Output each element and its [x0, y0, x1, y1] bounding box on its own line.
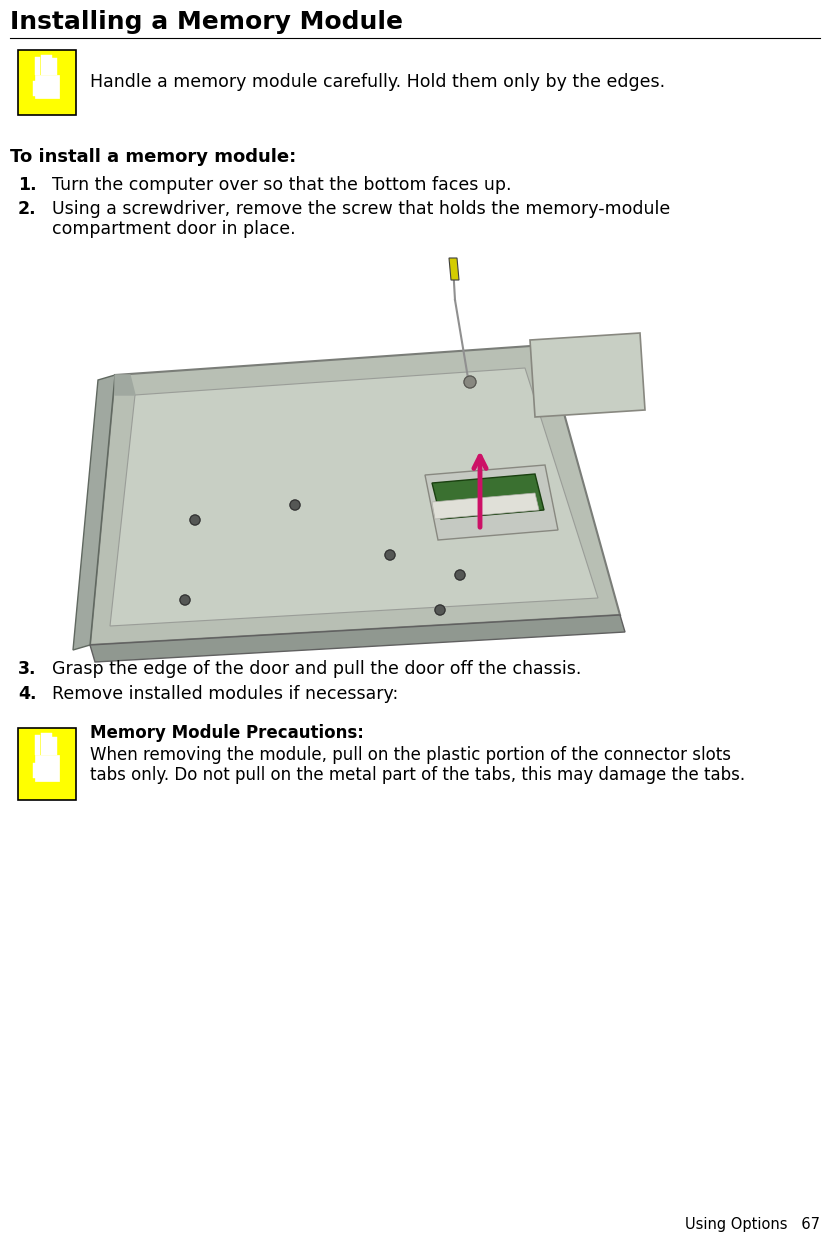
Polygon shape [90, 345, 620, 644]
Circle shape [385, 550, 395, 560]
Text: tabs only. Do not pull on the metal part of the tabs, this may damage the tabs.: tabs only. Do not pull on the metal part… [90, 766, 745, 784]
Circle shape [464, 376, 476, 388]
Polygon shape [73, 375, 115, 649]
Polygon shape [432, 475, 544, 520]
Text: 4.: 4. [18, 684, 37, 703]
Text: 2.: 2. [18, 200, 37, 219]
Text: 3.: 3. [18, 659, 37, 678]
Polygon shape [110, 368, 598, 626]
Polygon shape [425, 465, 558, 540]
Polygon shape [41, 733, 46, 756]
Circle shape [190, 515, 200, 525]
Text: To install a memory module:: To install a memory module: [10, 147, 296, 166]
Polygon shape [35, 756, 59, 782]
Polygon shape [47, 733, 52, 756]
Circle shape [455, 570, 465, 580]
Text: Using a screwdriver, remove the screw that holds the memory-module: Using a screwdriver, remove the screw th… [52, 200, 671, 219]
Polygon shape [41, 55, 46, 75]
Text: Memory Module Precautions:: Memory Module Precautions: [90, 724, 364, 742]
Text: Installing a Memory Module: Installing a Memory Module [10, 10, 403, 34]
Text: compartment door in place.: compartment door in place. [52, 220, 296, 239]
Polygon shape [35, 56, 40, 75]
Text: Using Options   67: Using Options 67 [685, 1217, 820, 1232]
Text: Remove installed modules if necessary:: Remove installed modules if necessary: [52, 684, 398, 703]
Text: Handle a memory module carefully. Hold them only by the edges.: Handle a memory module carefully. Hold t… [90, 72, 665, 91]
Circle shape [180, 595, 190, 605]
Text: When removing the module, pull on the plastic portion of the connector slots: When removing the module, pull on the pl… [90, 746, 731, 764]
Polygon shape [35, 75, 59, 99]
Polygon shape [35, 736, 40, 756]
Text: Grasp the edge of the door and pull the door off the chassis.: Grasp the edge of the door and pull the … [52, 659, 581, 678]
Polygon shape [530, 333, 645, 417]
Circle shape [435, 605, 445, 615]
Polygon shape [53, 737, 58, 756]
Polygon shape [33, 81, 38, 95]
Text: 1.: 1. [18, 176, 37, 194]
Polygon shape [449, 259, 459, 280]
Polygon shape [432, 493, 539, 520]
Polygon shape [47, 55, 52, 75]
FancyBboxPatch shape [18, 728, 76, 801]
Circle shape [290, 500, 300, 510]
Polygon shape [53, 57, 58, 75]
FancyBboxPatch shape [18, 50, 76, 115]
Polygon shape [115, 375, 135, 395]
Polygon shape [90, 615, 625, 662]
Text: Turn the computer over so that the bottom faces up.: Turn the computer over so that the botto… [52, 176, 512, 194]
Polygon shape [33, 763, 38, 778]
